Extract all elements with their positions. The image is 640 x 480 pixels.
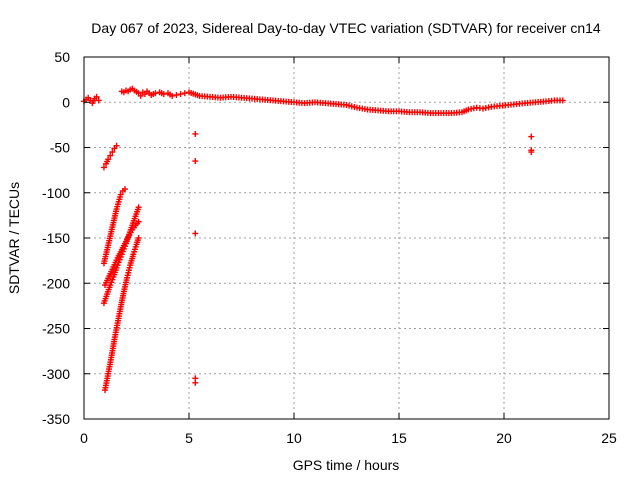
y-tick-label: 50 (54, 49, 70, 65)
data-point-streak-2 (121, 186, 128, 193)
grid-lines (84, 57, 609, 419)
data-point-streak-4 (135, 218, 142, 225)
data-point-outliers (192, 158, 199, 165)
y-tick-label: -200 (42, 275, 70, 291)
x-tick-labels: 0 5 10 15 20 25 (80, 430, 617, 446)
data-point-streak-2 (117, 191, 124, 198)
y-tick-label: 0 (62, 94, 70, 110)
data-point-streak-1 (109, 149, 116, 156)
data-points (81, 85, 566, 394)
data-point-streak-3 (109, 276, 116, 283)
x-tick-label: 10 (286, 430, 302, 446)
y-tick-label: -250 (42, 321, 70, 337)
data-point-main (169, 92, 176, 99)
data-point-main (160, 91, 167, 98)
axis-ticks (83, 56, 610, 420)
x-tick-label: 15 (391, 430, 407, 446)
data-point-streak-3 (108, 279, 115, 286)
data-point-streak-3 (135, 204, 142, 211)
data-point-outliers (528, 149, 535, 156)
y-axis-label: SDTVAR / TECUs (6, 182, 22, 294)
x-tick-label: 20 (496, 430, 512, 446)
data-point-streak-1 (107, 152, 114, 159)
data-point-streak-5 (135, 235, 142, 241)
data-point-outliers (192, 130, 199, 137)
data-point-streak-3 (107, 282, 114, 289)
data-point-main (181, 90, 188, 97)
x-tick-label: 5 (185, 430, 193, 446)
y-tick-label: -150 (42, 230, 70, 246)
data-point-main (95, 97, 102, 104)
data-point-main (152, 90, 159, 97)
x-tick-label: 0 (80, 430, 88, 446)
data-point-outliers (528, 133, 535, 140)
y-tick-labels: 50 0 -50 -100 -150 -200 -250 -300 -350 (42, 49, 70, 427)
y-tick-label: -50 (50, 140, 70, 156)
chart-title: Day 067 of 2023, Sidereal Day-to-day VTE… (91, 20, 601, 36)
data-point-main (559, 97, 566, 104)
data-point-main (93, 93, 100, 100)
x-axis-label: GPS time / hours (293, 457, 400, 473)
data-point-streak-1 (100, 164, 107, 171)
data-point-main (173, 92, 180, 99)
data-point-main (177, 91, 184, 98)
data-point-streak-1 (105, 156, 112, 163)
y-tick-label: -100 (42, 185, 70, 201)
data-point-streak-3 (113, 264, 120, 271)
data-point-main (137, 92, 144, 99)
data-point-outliers (192, 379, 199, 386)
x-tick-label: 25 (601, 430, 617, 446)
y-tick-label: -350 (42, 411, 70, 427)
data-point-streak-1 (113, 142, 120, 149)
y-tick-label: -300 (42, 366, 70, 382)
data-point-outliers (192, 230, 199, 237)
